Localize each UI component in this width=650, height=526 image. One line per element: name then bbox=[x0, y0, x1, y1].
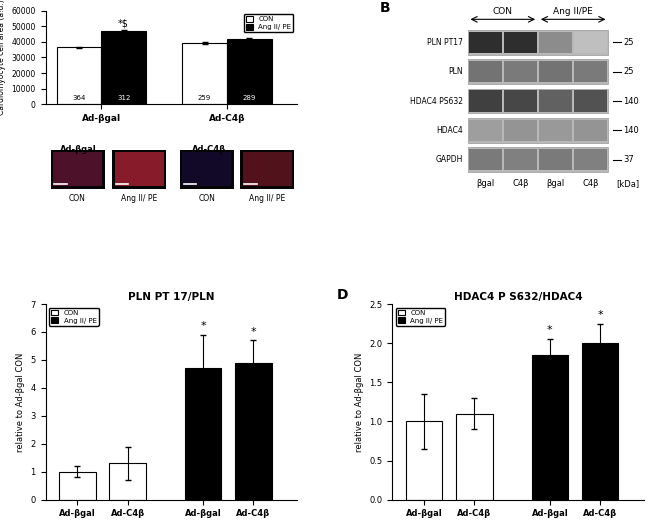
Text: 289: 289 bbox=[242, 95, 256, 101]
Text: 25: 25 bbox=[623, 38, 634, 47]
Y-axis label: Cardiomyocyte cell area (a.u.): Cardiomyocyte cell area (a.u.) bbox=[0, 0, 6, 115]
Text: Ang II/PE: Ang II/PE bbox=[553, 7, 593, 16]
Text: Ang II/ PE: Ang II/ PE bbox=[121, 194, 157, 203]
Text: [kDa]: [kDa] bbox=[616, 179, 639, 188]
Text: 364: 364 bbox=[72, 95, 86, 101]
Text: 25: 25 bbox=[623, 67, 634, 76]
Bar bbox=[467, 30, 608, 55]
Text: 140: 140 bbox=[623, 96, 639, 106]
Text: B: B bbox=[380, 1, 390, 15]
Text: CON: CON bbox=[493, 7, 513, 16]
Title: HDAC4 P S632/HDAC4: HDAC4 P S632/HDAC4 bbox=[454, 292, 582, 302]
Bar bbox=[467, 59, 608, 84]
Text: 312: 312 bbox=[117, 95, 131, 101]
Bar bbox=[235, 363, 272, 500]
Bar bbox=[575, 32, 607, 53]
Legend: CON, Ang II/ PE: CON, Ang II/ PE bbox=[244, 14, 293, 32]
Text: PLN PT17: PLN PT17 bbox=[426, 38, 463, 47]
Bar bbox=[540, 120, 572, 141]
Y-axis label: relative to Ad-βgal CON: relative to Ad-βgal CON bbox=[16, 352, 25, 451]
Bar bbox=[57, 47, 101, 105]
Text: *: * bbox=[597, 310, 603, 320]
Text: D: D bbox=[337, 288, 348, 302]
Bar bbox=[504, 90, 537, 112]
Bar bbox=[467, 118, 608, 143]
Bar bbox=[504, 32, 537, 53]
Bar bbox=[469, 90, 502, 112]
Text: HDAC4: HDAC4 bbox=[436, 126, 463, 135]
Text: C4β: C4β bbox=[582, 179, 599, 188]
Legend: CON, Ang II/ PE: CON, Ang II/ PE bbox=[49, 308, 99, 326]
Bar bbox=[185, 368, 222, 500]
Text: Ad-C4β: Ad-C4β bbox=[192, 145, 226, 154]
Bar bbox=[406, 421, 443, 500]
Bar bbox=[182, 43, 227, 105]
Bar bbox=[227, 39, 272, 105]
Text: CON: CON bbox=[69, 194, 86, 203]
Bar bbox=[467, 147, 608, 172]
Text: 140: 140 bbox=[623, 126, 639, 135]
Bar bbox=[469, 61, 502, 83]
Bar bbox=[532, 355, 568, 500]
Bar bbox=[504, 149, 537, 170]
Bar bbox=[456, 413, 493, 500]
Text: βgal: βgal bbox=[476, 179, 495, 188]
Bar bbox=[575, 61, 607, 83]
Y-axis label: relative to Ad-βgal CON: relative to Ad-βgal CON bbox=[355, 352, 364, 451]
Bar bbox=[469, 149, 502, 170]
Bar bbox=[504, 120, 537, 141]
Bar bbox=[582, 343, 618, 500]
Bar bbox=[504, 61, 537, 83]
Text: *: * bbox=[547, 326, 552, 336]
Bar bbox=[469, 120, 502, 141]
Text: *$: *$ bbox=[118, 18, 129, 28]
Bar bbox=[540, 61, 572, 83]
Bar bbox=[575, 120, 607, 141]
Text: GAPDH: GAPDH bbox=[436, 155, 463, 164]
Text: HDAC4 PS632: HDAC4 PS632 bbox=[410, 96, 463, 106]
Bar bbox=[540, 149, 572, 170]
Bar bbox=[540, 90, 572, 112]
Text: C4β: C4β bbox=[512, 179, 528, 188]
Bar bbox=[109, 463, 146, 500]
Bar bbox=[467, 89, 608, 113]
Text: A: A bbox=[0, 1, 1, 15]
Text: βgal: βgal bbox=[547, 179, 565, 188]
Bar bbox=[101, 31, 146, 105]
Bar bbox=[540, 32, 572, 53]
Bar bbox=[59, 472, 96, 500]
Text: CON: CON bbox=[198, 194, 215, 203]
Text: 37: 37 bbox=[623, 155, 634, 164]
Text: Ang II/ PE: Ang II/ PE bbox=[249, 194, 285, 203]
Bar bbox=[469, 32, 502, 53]
Bar bbox=[575, 90, 607, 112]
Text: Ad-βgal: Ad-βgal bbox=[60, 145, 97, 154]
Text: 259: 259 bbox=[198, 95, 211, 101]
Text: *: * bbox=[250, 327, 256, 337]
Legend: CON, Ang II/ PE: CON, Ang II/ PE bbox=[396, 308, 445, 326]
Text: PLN: PLN bbox=[448, 67, 463, 76]
Text: *: * bbox=[200, 321, 206, 331]
Title: PLN PT 17/PLN: PLN PT 17/PLN bbox=[128, 292, 214, 302]
Bar bbox=[575, 149, 607, 170]
